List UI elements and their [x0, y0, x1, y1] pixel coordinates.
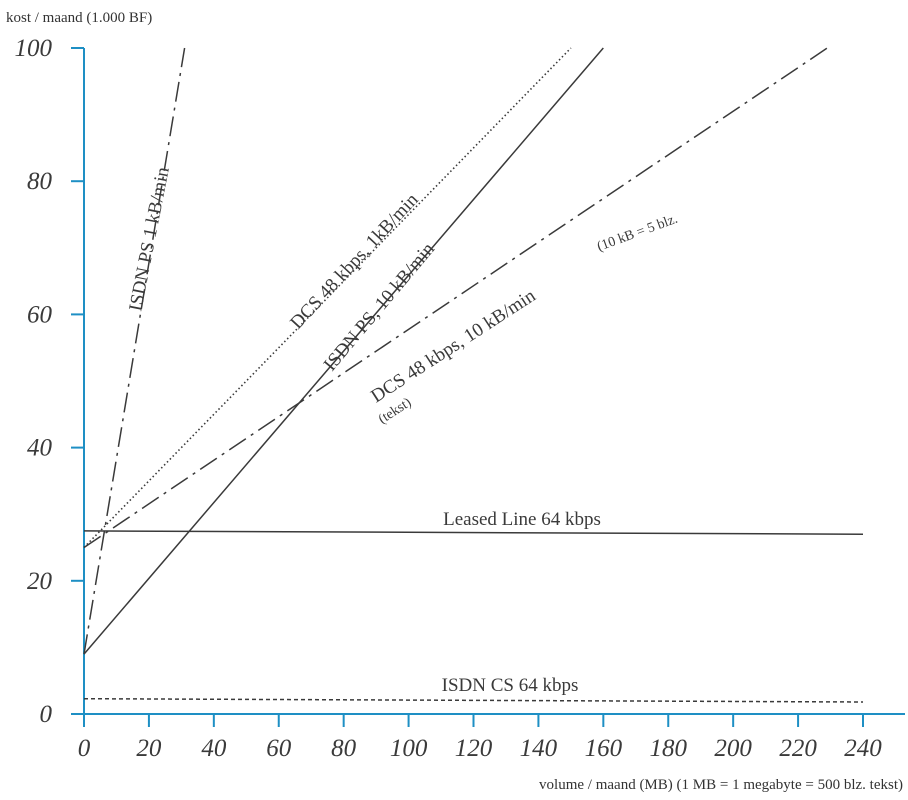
- y-tick-label: 40: [27, 435, 53, 462]
- annotation-10kb: (10 kB = 5 blz.: [595, 212, 680, 255]
- x-tick-label: 80: [331, 735, 357, 762]
- label-dcs-48-1: DCS 48 kbps, 1kB/min: [286, 189, 423, 333]
- series-line-1: [83, 47, 572, 549]
- y-tick-label: 60: [27, 301, 53, 328]
- series-line-0: [83, 47, 186, 655]
- x-tick-label: 140: [520, 735, 558, 762]
- y-axis-label: kost / maand (1.000 BF): [6, 10, 152, 26]
- y-tick-label: 80: [27, 168, 53, 195]
- x-tick-label: 20: [136, 735, 162, 762]
- series-layer: [83, 47, 864, 703]
- x-tick-label: 0: [78, 735, 91, 762]
- x-tick-label: 240: [844, 735, 882, 762]
- x-tick-label: 180: [650, 735, 688, 762]
- y-tick-label: 100: [15, 35, 53, 62]
- y-tick-label: 0: [40, 701, 53, 728]
- axes: [83, 48, 905, 715]
- series-labels: ISDN PS 1 kB/min DCS 48 kbps, 1kB/min IS…: [125, 165, 679, 696]
- series-line-2: [83, 47, 604, 655]
- label-isdn-ps-1: ISDN PS 1 kB/min: [125, 165, 174, 313]
- x-tick-label: 160: [585, 735, 623, 762]
- x-tick-label: 120: [455, 735, 493, 762]
- label-isdn-cs: ISDN CS 64 kbps: [442, 675, 579, 696]
- x-tick-label: 40: [201, 735, 227, 762]
- series-line-5: [83, 697, 864, 703]
- x-tick-label: 60: [266, 735, 292, 762]
- label-leased-line: Leased Line 64 kbps: [443, 509, 601, 530]
- x-tick-label: 220: [779, 735, 817, 762]
- y-tick-label: 20: [27, 568, 53, 595]
- series-line-3: [83, 47, 828, 549]
- x-tick-label: 100: [390, 735, 428, 762]
- ticks: 0 20 40 60 80 100 0 20 40 60 80 100 120 140 160 180 200 2…: [15, 35, 883, 762]
- x-axis-label: volume / maand (MB) (1 MB = 1 megabyte =…: [539, 777, 903, 793]
- x-tick-label: 200: [714, 735, 752, 762]
- series-line-4: [83, 530, 864, 535]
